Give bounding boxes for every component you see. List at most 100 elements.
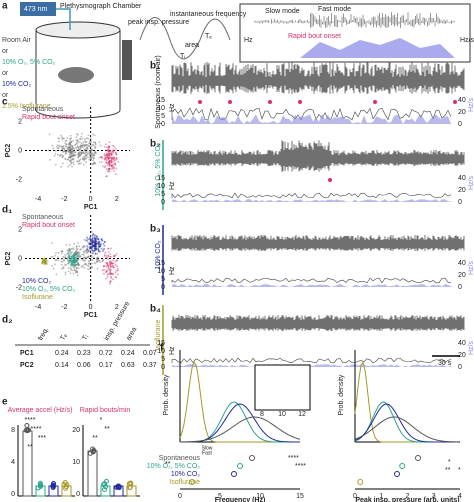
point — [69, 137, 71, 140]
point — [86, 264, 88, 267]
dot — [64, 482, 70, 488]
chamber — [20, 2, 471, 119]
point — [88, 158, 91, 161]
point — [110, 154, 113, 157]
panel-label: a — [2, 1, 8, 12]
point — [97, 242, 100, 245]
point — [49, 158, 52, 161]
label: **** — [295, 463, 306, 470]
point — [66, 137, 69, 139]
point — [107, 168, 110, 171]
point — [104, 240, 106, 243]
point — [92, 159, 94, 162]
label: 15 — [296, 493, 304, 500]
point — [68, 159, 71, 162]
point — [87, 238, 89, 240]
point — [92, 144, 95, 147]
point — [63, 137, 65, 140]
point — [87, 268, 89, 270]
point — [85, 161, 87, 164]
point — [71, 145, 74, 147]
point — [45, 258, 48, 261]
label: * — [100, 417, 103, 424]
point — [90, 245, 93, 248]
point — [84, 256, 87, 259]
point — [101, 165, 104, 167]
point — [92, 233, 95, 235]
label: 10 — [157, 183, 165, 190]
point — [64, 145, 67, 148]
hz-line — [171, 192, 452, 199]
point — [91, 249, 94, 252]
label: 0 — [458, 199, 462, 206]
point — [106, 276, 109, 278]
point — [75, 250, 77, 252]
point — [109, 156, 112, 159]
breath-trace — [171, 315, 465, 331]
dot — [116, 485, 122, 491]
label: **** — [31, 426, 42, 433]
point — [108, 141, 111, 144]
label: Tₑ — [59, 332, 69, 342]
point — [107, 247, 110, 250]
point — [83, 267, 86, 269]
label: 0.17 — [99, 362, 113, 369]
dot — [103, 478, 109, 484]
point — [108, 152, 110, 155]
label: 0.14 — [55, 362, 69, 369]
point — [94, 151, 97, 154]
label: 3 — [432, 493, 436, 500]
label: 0 — [161, 121, 165, 128]
point — [87, 265, 90, 268]
point — [101, 239, 103, 242]
point — [82, 141, 85, 144]
point — [91, 156, 94, 159]
accel-area — [172, 364, 452, 367]
point — [102, 272, 105, 275]
point — [77, 160, 79, 163]
point — [87, 250, 90, 252]
label: ** — [165, 461, 171, 468]
point — [78, 245, 81, 248]
point — [75, 146, 78, 149]
point — [93, 245, 96, 247]
point — [92, 141, 95, 144]
label: ** — [92, 435, 98, 442]
point — [56, 145, 58, 148]
point — [65, 263, 67, 266]
label: Hz — [169, 181, 176, 190]
point — [60, 134, 62, 137]
label: 0 — [458, 284, 462, 291]
label: 0 — [89, 304, 93, 311]
point — [83, 251, 86, 254]
label: ** — [104, 426, 110, 433]
label: 10 — [157, 348, 165, 355]
median — [415, 455, 421, 461]
label: Hz — [169, 346, 176, 355]
point — [90, 240, 93, 242]
point — [110, 261, 113, 264]
point — [93, 256, 95, 259]
point — [113, 167, 115, 170]
point — [70, 160, 72, 162]
dot — [24, 423, 30, 429]
point — [47, 149, 50, 152]
point — [75, 261, 78, 264]
point — [90, 152, 92, 155]
hz-line — [171, 107, 452, 121]
point — [62, 155, 65, 158]
label: Frequency (Hz) — [215, 497, 266, 502]
onset-marker — [328, 178, 332, 182]
label: Rapid bout onset — [288, 33, 341, 40]
onset-marker — [453, 100, 457, 104]
label: area — [185, 42, 199, 49]
label: Tᵢ — [180, 53, 185, 60]
point — [110, 165, 113, 168]
point — [90, 230, 93, 233]
point — [98, 240, 100, 243]
point — [70, 150, 73, 152]
point — [70, 158, 73, 161]
point — [76, 274, 79, 277]
point — [101, 260, 104, 263]
point — [56, 144, 59, 147]
